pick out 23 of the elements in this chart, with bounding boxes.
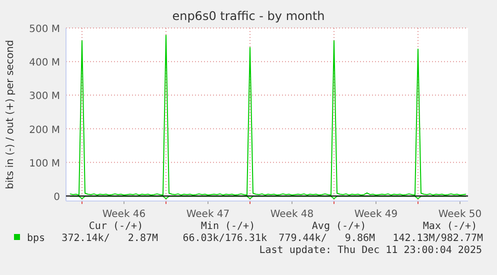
text: 66.03k/176.31k [182,233,267,244]
text: 142.13M/982.77M [392,233,483,244]
text: Min (-/+) [200,221,256,232]
y-tick-label: 100 M [29,158,60,170]
y-tick-label: 300 M [29,91,60,102]
text: 372.14k/ 2.87M [62,233,158,244]
chart-title: enp6s0 traffic - by month [172,9,325,23]
x-tick-label: Week 50 [438,209,482,220]
x-tick-label: Week 46 [102,209,146,220]
y-tick-label: 500 M [29,24,60,35]
text: Max (-/+) [422,221,478,232]
text: 779.44k/ 9.86M [278,233,375,244]
text: Last update: Thu Dec 11 23:00:04 2025 [259,245,482,256]
y-tick-label: 200 M [29,124,60,136]
y-tick-label: 0 [54,192,60,203]
y-axis-title: bits in (-) / out (+) per second [5,40,16,190]
x-tick-label: Week 47 [186,209,230,220]
text: Cur (-/+) [88,221,144,232]
legend-label: bps [27,233,46,244]
text: Avg (-/+) [312,221,366,232]
x-tick-label: Week 48 [270,209,314,220]
y-tick-label: 400 M [29,58,60,69]
x-tick-label: Week 49 [354,209,398,220]
